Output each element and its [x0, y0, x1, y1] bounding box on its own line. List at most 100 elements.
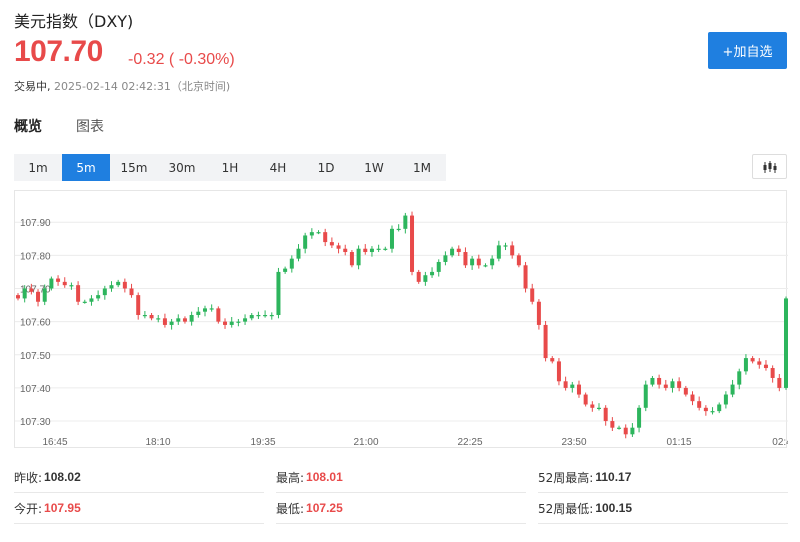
stat-prev-close: 昨收: 108.02	[14, 462, 264, 493]
candle-up	[283, 268, 288, 272]
candle-up	[256, 315, 261, 317]
y-tick-label: 107.40	[20, 384, 51, 395]
candle-up	[42, 288, 47, 302]
stat-value: 108.01	[306, 470, 343, 484]
candle-up	[49, 278, 54, 289]
timestamp: 2025-02-14 02:42:31（北京时间)	[54, 80, 231, 93]
candle-up	[710, 411, 715, 413]
candle-up	[436, 261, 441, 272]
candle-up	[403, 215, 408, 229]
candle-up	[483, 265, 488, 267]
candle-down	[510, 245, 515, 256]
candle-up	[263, 315, 268, 317]
period-1h[interactable]: 1H	[221, 160, 239, 175]
candle-down	[329, 242, 334, 246]
chart-type-button[interactable]	[752, 154, 787, 179]
candle-up	[490, 258, 495, 266]
candle-down	[182, 318, 187, 322]
y-tick-label: 107.80	[20, 251, 51, 262]
candle-down	[677, 381, 682, 388]
stat-label: 52周最低:	[538, 501, 594, 516]
candle-down	[363, 248, 368, 253]
candle-down	[750, 358, 755, 362]
candle-down	[410, 215, 415, 272]
period-selector: 1m 5m 15m 30m 1H 4H 1D 1W 1M	[14, 154, 446, 181]
x-tick-label: 01:15	[666, 437, 691, 448]
candle-up	[209, 308, 214, 310]
candle-down	[543, 324, 548, 359]
candle-down	[516, 255, 521, 266]
candle-down	[770, 368, 775, 378]
page-title: 美元指数（DXY)	[14, 12, 134, 31]
candle-down	[136, 295, 141, 315]
candle-up	[743, 358, 748, 372]
candle-up	[617, 427, 622, 429]
candle-down	[223, 321, 228, 325]
candle-up	[82, 301, 87, 303]
price-change: -0.32 ( -0.30%)	[128, 51, 235, 68]
candle-up	[730, 384, 735, 395]
period-1w[interactable]: 1W	[364, 160, 384, 175]
y-tick-label: 107.70	[20, 284, 51, 295]
candle-up	[269, 315, 274, 317]
candle-up	[243, 318, 248, 322]
candle-down	[663, 384, 668, 388]
candle-down	[690, 394, 695, 402]
candle-up	[22, 288, 27, 299]
add-to-watchlist-button[interactable]: +加自选	[708, 32, 787, 69]
period-1d[interactable]: 1D	[317, 160, 335, 175]
candle-down	[763, 364, 768, 369]
candlestick-chart-icon	[763, 160, 776, 173]
candle-down	[16, 295, 20, 299]
candle-down	[623, 427, 628, 435]
candle-down	[336, 245, 341, 249]
period-5m[interactable]: 5m	[62, 154, 110, 181]
period-1mo[interactable]: 1M	[413, 160, 431, 175]
candle-up	[142, 315, 147, 317]
candle-up	[376, 248, 381, 250]
candle-up	[570, 384, 575, 388]
y-tick-label: 107.50	[20, 351, 51, 362]
tab-bar: 概览 图表	[14, 116, 104, 144]
candle-down	[456, 248, 461, 253]
period-4h[interactable]: 4H	[269, 160, 287, 175]
candle-down	[29, 288, 34, 292]
stat-low: 最低: 107.25	[276, 493, 526, 524]
status-label: 交易中,	[14, 80, 51, 93]
candle-up	[430, 271, 435, 276]
candle-down	[343, 248, 348, 253]
x-tick-label: 22:25	[457, 437, 482, 448]
candle-down	[476, 258, 481, 266]
stat-value: 107.25	[306, 501, 343, 515]
candle-up	[289, 258, 294, 269]
candle-up	[96, 295, 101, 299]
candle-up	[69, 285, 74, 287]
candle-down	[777, 377, 782, 388]
candle-down	[76, 285, 81, 302]
price-chart: 107.90 107.80 107.70 107.60 107.50 107.40 107.…	[14, 190, 788, 448]
stat-value: 108.02	[44, 470, 81, 484]
tab-chart[interactable]: 图表	[76, 119, 104, 135]
stat-label: 最高:	[276, 470, 305, 485]
y-tick-label: 107.60	[20, 318, 51, 329]
candle-down	[556, 361, 561, 382]
candle-down	[129, 288, 134, 296]
candle-up	[276, 271, 281, 315]
candle-up	[717, 404, 722, 412]
stat-label: 昨收:	[14, 470, 43, 485]
candle-up	[383, 248, 388, 250]
candle-down	[703, 407, 708, 412]
period-1m[interactable]: 1m	[28, 160, 48, 175]
candle-up	[597, 407, 602, 409]
candle-up	[303, 235, 308, 249]
candle-up	[169, 321, 174, 325]
candle-down	[530, 288, 535, 302]
candle-up	[109, 285, 114, 289]
candle-up	[102, 288, 107, 296]
period-30m[interactable]: 30m	[168, 160, 196, 175]
y-tick-label: 107.90	[20, 218, 51, 229]
x-tick-label: 21:00	[353, 437, 378, 448]
period-15m[interactable]: 15m	[120, 160, 148, 175]
y-tick-label: 107.30	[20, 417, 51, 428]
tab-overview[interactable]: 概览	[14, 119, 42, 135]
